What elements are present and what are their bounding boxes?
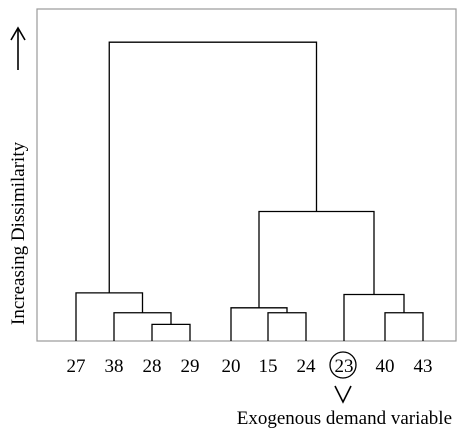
highlight-circle: [329, 351, 357, 379]
merge-branch-9: [108, 41, 318, 293]
leaf-label-28: 28: [143, 356, 162, 377]
dendrogram-branches: [75, 41, 424, 341]
leaf-label-38: 38: [105, 356, 124, 377]
merge-branch-1: [151, 323, 191, 341]
leaf-label-40: 40: [376, 356, 395, 377]
annotation-text: Exogenous demand variable: [237, 408, 452, 429]
leaf-label-20: 20: [222, 356, 241, 377]
merge-branch-6: [384, 312, 424, 341]
leaf-label-24: 24: [297, 356, 317, 377]
y-axis-arrow-icon: [10, 26, 26, 70]
leaf-labels: 27 38 28 29 20 15 24 23 40 43: [67, 356, 433, 377]
plot-frame: [36, 8, 457, 342]
merge-branch-8: [258, 210, 375, 308]
leaf-label-29: 29: [181, 356, 200, 377]
leaf-label-27: 27: [67, 356, 86, 377]
leaf-label-23: 23: [335, 356, 354, 377]
merge-branch-2: [113, 312, 172, 341]
y-axis-label: Increasing Dissimilarity: [8, 141, 29, 325]
merge-branch-3: [75, 292, 144, 341]
merge-branch-4: [267, 312, 307, 341]
leaf-label-43: 43: [414, 356, 433, 377]
merge-branch-7: [343, 293, 405, 341]
leaf-label-15: 15: [259, 356, 278, 377]
down-chevron-icon: [334, 385, 352, 404]
